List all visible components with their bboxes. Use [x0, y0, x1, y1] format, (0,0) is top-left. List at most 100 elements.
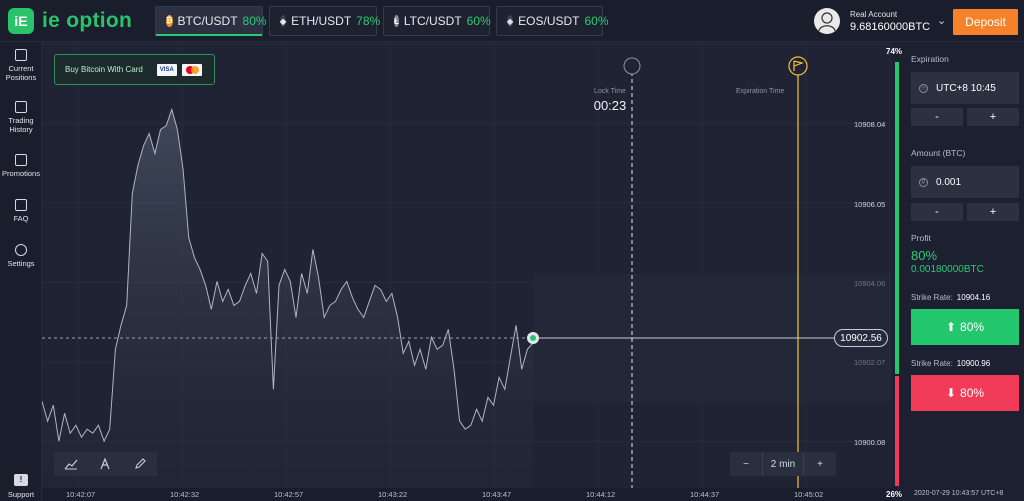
- sentiment-bar: [892, 42, 904, 501]
- amount-minus-button[interactable]: -: [911, 203, 963, 221]
- x-axis-label: 10:44:37: [690, 490, 720, 499]
- settings-icon: [15, 244, 27, 256]
- price-line: [42, 107, 534, 443]
- avatar: [814, 8, 840, 34]
- put-down-button[interactable]: ⬇ 80%: [911, 375, 1019, 411]
- sentiment-up-bar: [895, 62, 899, 374]
- strike-rate-down-value: 10900.96: [956, 359, 991, 368]
- server-time: 2020-07-29 10:43:57 UTC+8: [914, 490, 1004, 497]
- sidebar-item-label: Support: [7, 490, 35, 499]
- briefcase-icon: [15, 49, 27, 61]
- amount-label: Amount (BTC): [911, 148, 966, 158]
- strike-rate-up-value: 10904.16: [956, 293, 991, 302]
- asset-pair: BTC/USDT: [177, 13, 238, 28]
- arrow-up-icon: ⬆: [945, 320, 957, 334]
- asset-tab-eth[interactable]: ◆ ETH/USDT 78%: [269, 6, 381, 36]
- logo-badge-icon: iE: [8, 8, 34, 34]
- expiration-label: Expiration: [911, 54, 949, 64]
- buy-bitcoin-banner[interactable]: Buy Bitcoin With Card VISA: [54, 54, 215, 85]
- user-avatar-icon: [818, 12, 836, 31]
- y-axis-label: 10902.07: [854, 358, 886, 367]
- chart-history-icon: [15, 101, 27, 113]
- sidebar-item-label: Current Positions: [5, 64, 37, 82]
- asset-payout: 78%: [356, 14, 381, 28]
- pencil-icon[interactable]: [129, 455, 151, 473]
- call-up-label: 80%: [960, 320, 985, 334]
- zoom-control: − 2 min +: [730, 452, 836, 476]
- x-axis-label: 10:43:47: [482, 490, 512, 499]
- asset-payout: 80%: [242, 13, 267, 28]
- sidebar: Current Positions Trading History Promot…: [0, 42, 42, 501]
- mastercard-icon: [181, 63, 202, 76]
- price-area: [42, 109, 533, 488]
- deposit-button[interactable]: Deposit: [953, 9, 1018, 35]
- account-selector[interactable]: Real Account 9.68160000BTC: [814, 8, 930, 34]
- bitcoin-icon: ₿: [166, 14, 173, 27]
- chart-canvas: [42, 42, 892, 488]
- sidebar-item-faq[interactable]: FAQ: [0, 199, 42, 223]
- bitcoin-icon: ₿: [919, 177, 928, 187]
- visa-icon: VISA: [156, 63, 177, 76]
- sidebar-item-label: FAQ: [13, 214, 29, 223]
- sidebar-item-support[interactable]: ! Support: [0, 474, 42, 499]
- x-axis-label: 10:42:32: [170, 490, 200, 499]
- buy-bitcoin-label: Buy Bitcoin With Card: [65, 65, 143, 74]
- top-bar: iE ie option ₿ BTC/USDT 80% ◆ ETH/USDT 7…: [0, 0, 1024, 42]
- amount-plus-button[interactable]: +: [967, 203, 1019, 221]
- chevron-down-icon[interactable]: ⌄: [937, 15, 947, 27]
- time-axis: 10:42:07 10:42:32 10:42:57 10:43:22 10:4…: [42, 488, 892, 501]
- amount-field[interactable]: ₿ 0.001: [911, 166, 1019, 198]
- expiration-field[interactable]: ◷ UTC+8 10:45: [911, 72, 1019, 104]
- asset-tab-btc[interactable]: ₿ BTC/USDT 80%: [155, 6, 267, 36]
- account-balance: 9.68160000BTC: [850, 20, 931, 33]
- x-axis-label: 10:43:22: [378, 490, 408, 499]
- amount-value: 0.001: [936, 176, 962, 188]
- trade-panel: Expiration ◷ UTC+8 10:45 - + Amount (BTC…: [904, 42, 1024, 488]
- arrow-down-icon: ⬇: [945, 386, 957, 400]
- down-percentage: 26%: [886, 490, 903, 499]
- question-icon: [15, 199, 27, 211]
- zoom-in-button[interactable]: +: [817, 458, 823, 470]
- logo[interactable]: iE ie option: [8, 8, 132, 34]
- asset-pair: LTC/USDT: [403, 14, 462, 28]
- indicator-icon[interactable]: [60, 455, 82, 473]
- ethereum-icon: ◆: [280, 15, 287, 27]
- y-axis-label: 10908.04: [854, 120, 886, 129]
- promotions-icon: [15, 154, 27, 166]
- x-axis-label: 10:44:12: [586, 490, 616, 499]
- y-axis-label: 10904.06: [854, 279, 886, 288]
- asset-pair: ETH/USDT: [291, 14, 352, 28]
- asset-tab-ltc[interactable]: Ł LTC/USDT 60%: [383, 6, 491, 36]
- zoom-out-button[interactable]: −: [743, 458, 749, 470]
- strike-rate-label: Strike Rate:: [911, 293, 953, 302]
- zoom-level: 2 min: [762, 452, 804, 476]
- price-chart[interactable]: Buy Bitcoin With Card VISA Lock Time 00:…: [42, 42, 892, 488]
- expiration-plus-button[interactable]: +: [967, 108, 1019, 126]
- sidebar-item-current-positions[interactable]: Current Positions: [0, 49, 42, 82]
- asset-payout: 60%: [584, 14, 609, 28]
- lock-time-countdown: 00:23: [593, 98, 627, 113]
- account-type: Real Account: [850, 9, 898, 19]
- brand-name: ie option: [42, 9, 133, 32]
- expiration-minus-button[interactable]: -: [911, 108, 963, 126]
- asset-pair: EOS/USDT: [518, 14, 580, 28]
- sidebar-item-settings[interactable]: Settings: [0, 244, 42, 268]
- x-axis-label: 10:42:07: [66, 490, 96, 499]
- expiration-value: UTC+8 10:45: [936, 82, 996, 94]
- drawing-toolbar: [54, 452, 157, 476]
- put-down-label: 80%: [960, 386, 985, 400]
- sentiment-down-bar: [895, 376, 899, 486]
- x-axis-label: 10:45:02: [794, 490, 824, 499]
- profit-label: Profit: [911, 233, 931, 243]
- sidebar-item-promotions[interactable]: Promotions: [0, 154, 42, 178]
- lock-time-label: Lock Time: [594, 88, 626, 95]
- flag-icon: [788, 56, 808, 76]
- asset-payout: 60%: [466, 14, 491, 28]
- clock-icon: ◷: [919, 83, 928, 93]
- text-tool-icon[interactable]: [94, 455, 116, 473]
- asset-tab-eos[interactable]: ◈ EOS/USDT 60%: [496, 6, 609, 36]
- y-axis-label: 10906.05: [854, 200, 886, 209]
- call-up-button[interactable]: ⬆ 80%: [911, 309, 1019, 345]
- sidebar-item-trading-history[interactable]: Trading History: [0, 101, 42, 134]
